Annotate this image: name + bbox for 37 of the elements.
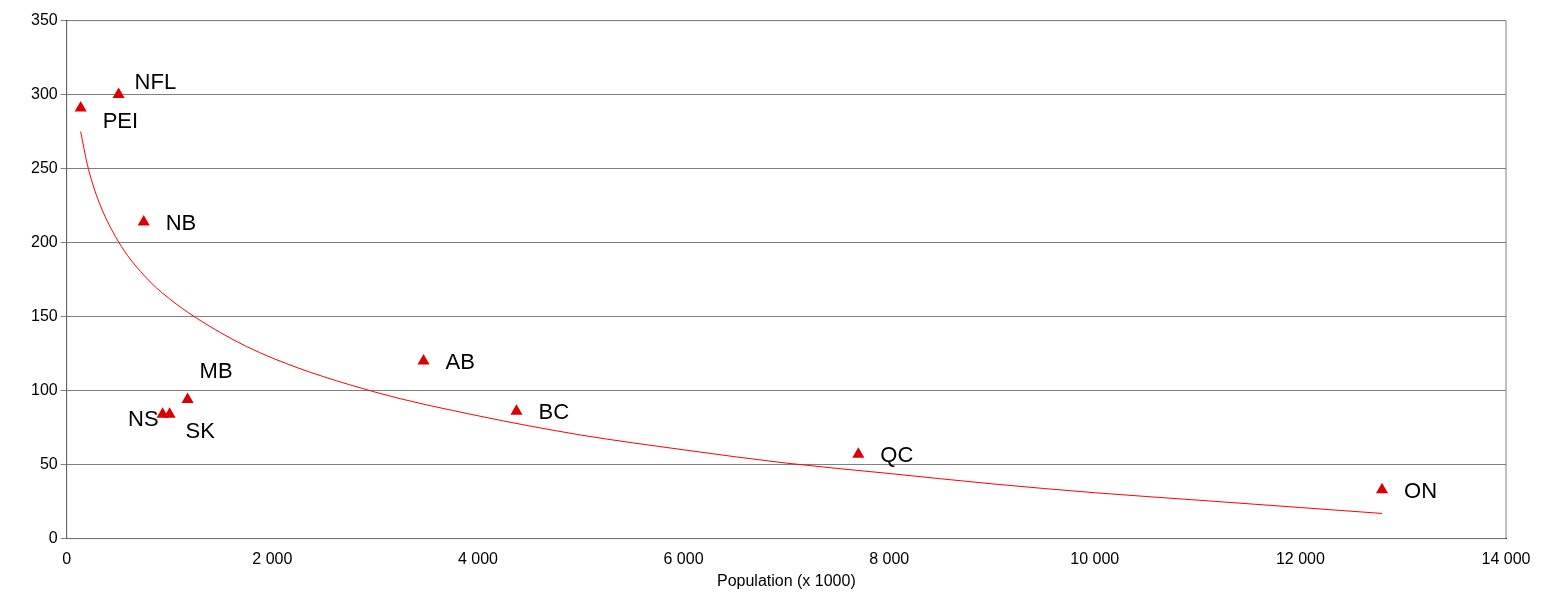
annotation: BC: [538, 399, 570, 425]
line-series: [80, 131, 1383, 514]
y-tick-label: 250: [30, 159, 58, 177]
point: [1375, 482, 1389, 494]
x-tick-label: 12 000: [1275, 549, 1325, 567]
annotation: AB: [445, 349, 475, 375]
y-tick-label: 200: [30, 233, 58, 251]
annotation: QC: [880, 442, 914, 468]
annotation: MB: [199, 357, 233, 383]
y-tick-label: 50: [39, 455, 58, 473]
point: [74, 100, 87, 112]
x-tick-label: 0: [62, 549, 72, 567]
x-tick-label: 2 000: [252, 549, 293, 567]
point: [181, 392, 194, 403]
annotation: NB: [165, 209, 197, 235]
annotation: SK: [185, 418, 216, 444]
x-tick-label: 8 000: [869, 549, 910, 567]
point: [510, 404, 523, 415]
annotation: NS: [128, 406, 159, 432]
x-axis-title: Population (x 1000): [716, 571, 856, 589]
point: [163, 407, 176, 418]
x-tick-label: 14 000: [1481, 549, 1531, 567]
y-tick-label: 100: [30, 381, 58, 399]
y-tick-label: 350: [30, 11, 58, 29]
y-tick-label: 0: [48, 529, 58, 547]
annotation: PEI: [102, 107, 139, 133]
y-tick-label: 150: [30, 307, 58, 325]
y-tick-label: 300: [30, 85, 58, 103]
point: [137, 214, 150, 226]
point: [852, 447, 865, 458]
annotation: NFL: [134, 68, 177, 94]
x-tick-label: 6 000: [663, 549, 704, 567]
point: [112, 87, 125, 99]
x-tick-label: 10 000: [1070, 549, 1120, 567]
annotation: ON: [1404, 477, 1438, 503]
x-tick-label: 4 000: [457, 549, 499, 567]
point: [417, 354, 430, 365]
